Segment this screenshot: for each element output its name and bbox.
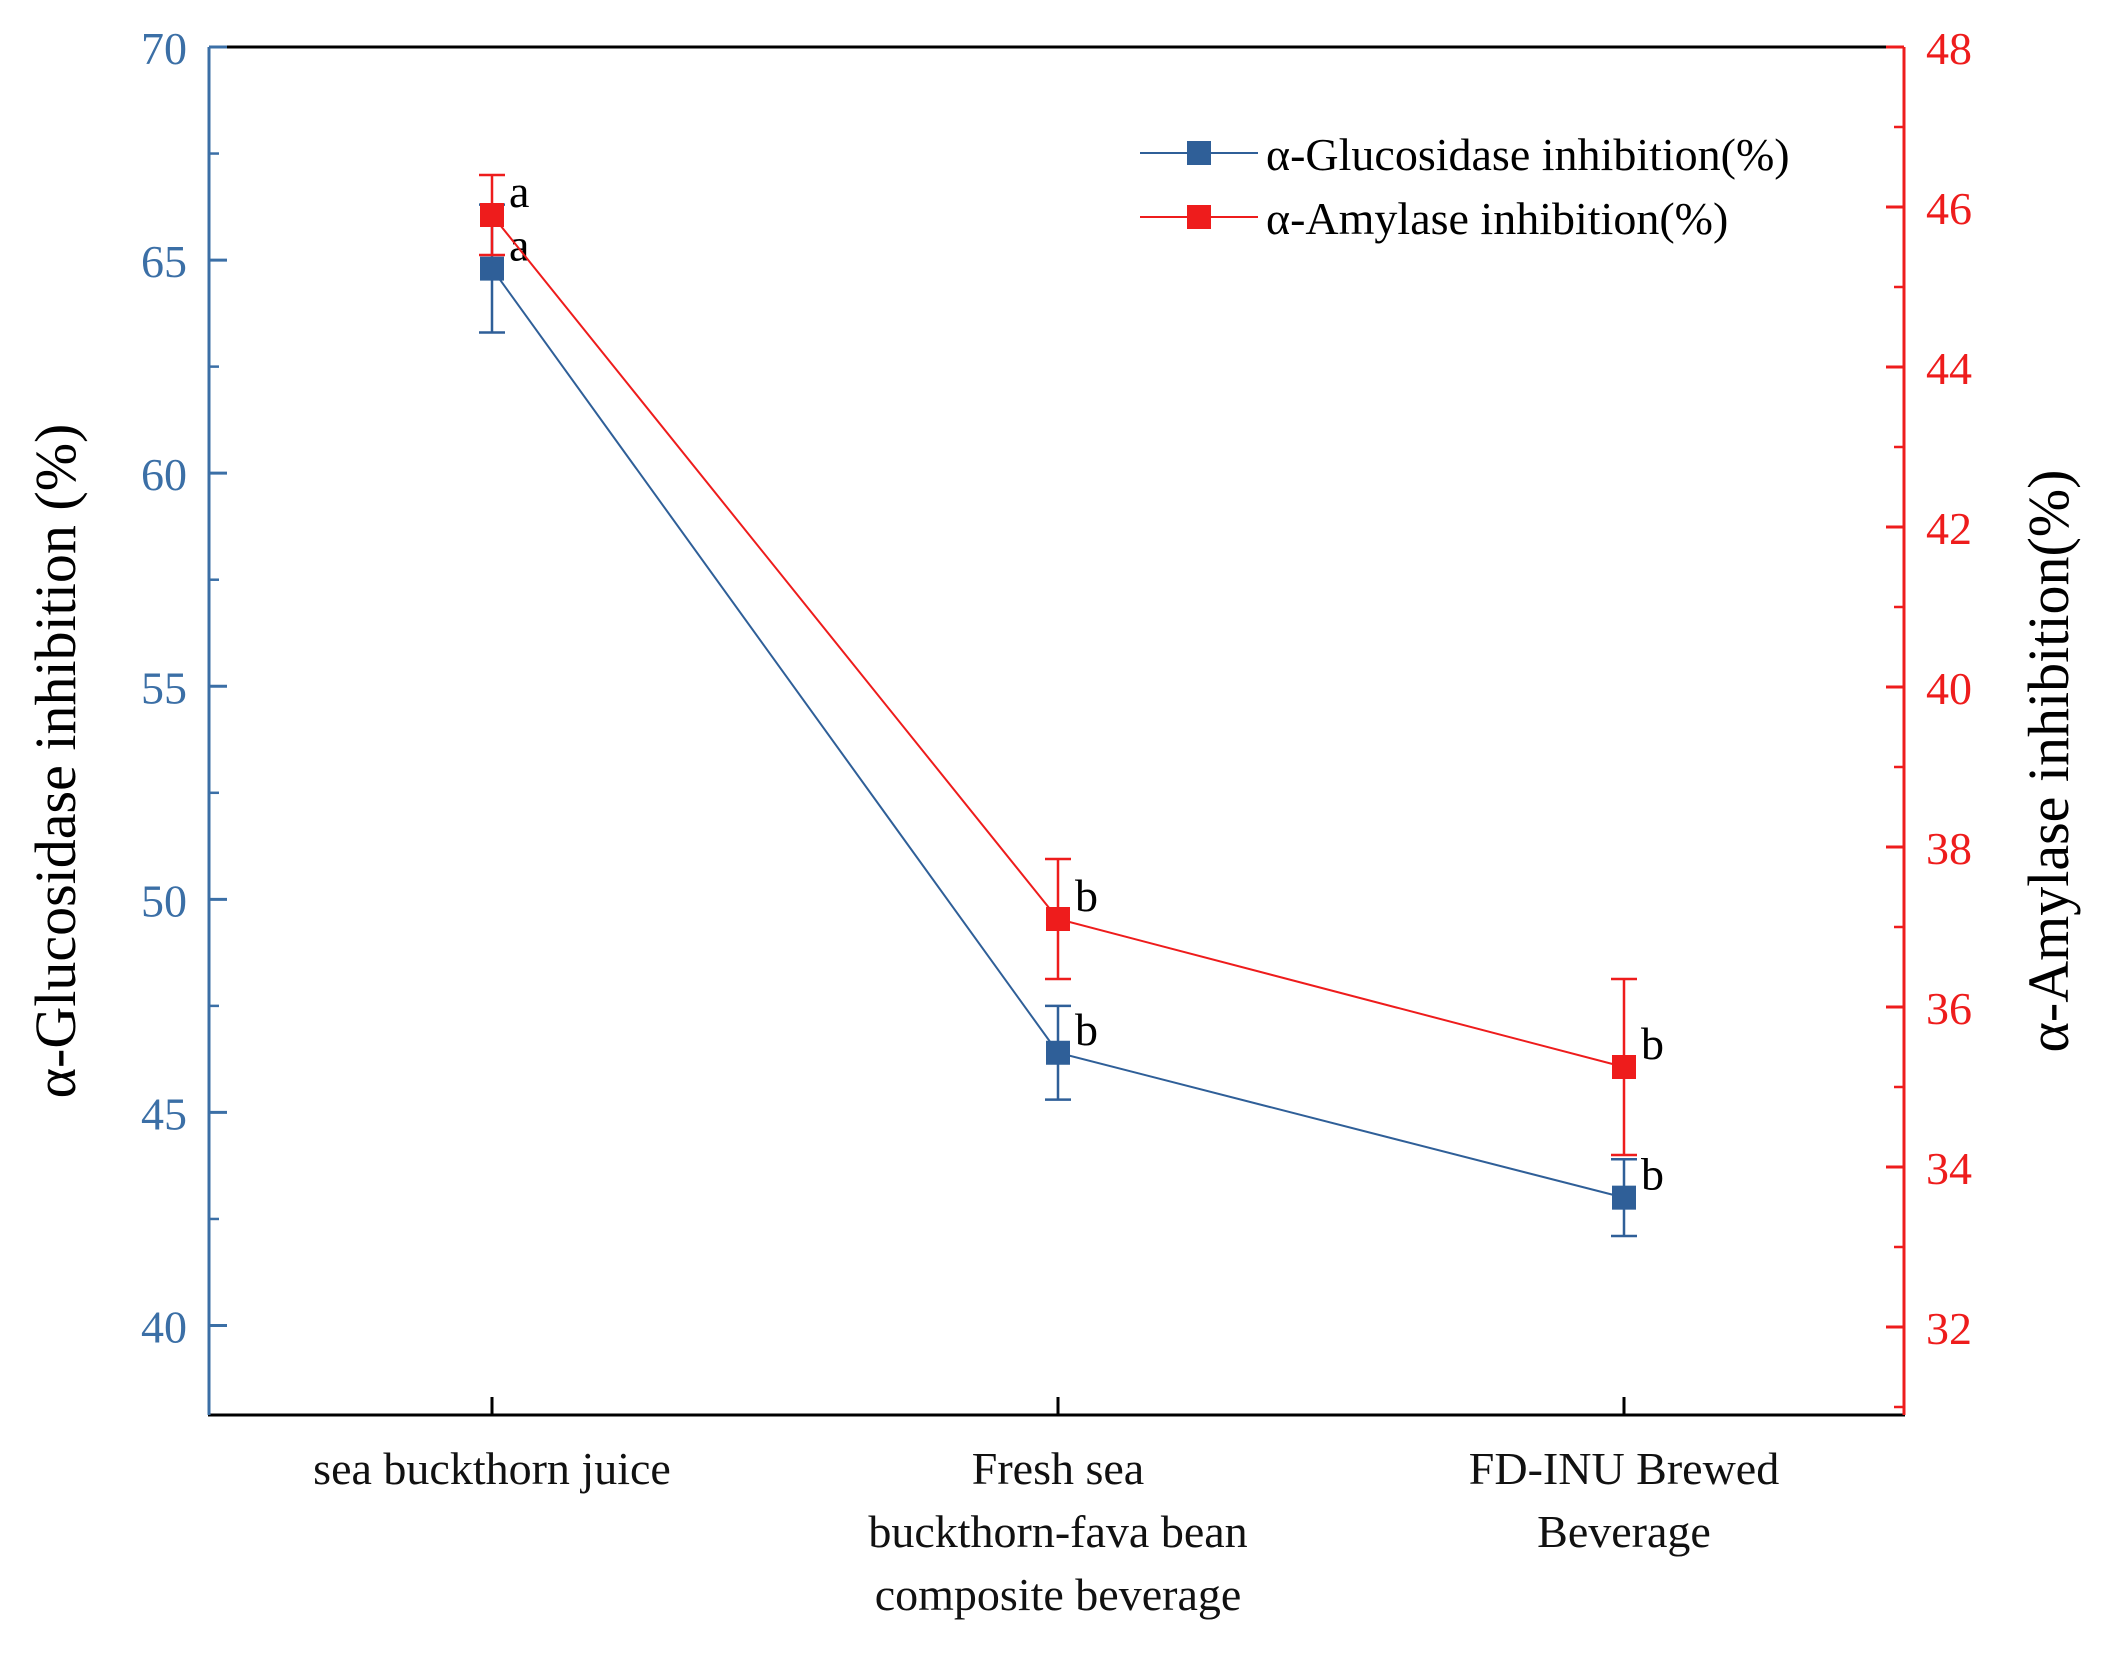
- right-y-tick-label: 34: [1926, 1143, 1972, 1194]
- x-tick-label: composite beverage: [875, 1569, 1242, 1620]
- legend-marker: [1187, 205, 1211, 229]
- left-y-tick-label: 40: [141, 1302, 187, 1353]
- legend-label: α-Glucosidase inhibition(%): [1266, 129, 1790, 180]
- left-y-tick-label: 50: [141, 875, 187, 926]
- right-y-tick-label: 38: [1926, 823, 1972, 874]
- x-tick-label: FD-INU Brewed: [1469, 1443, 1779, 1494]
- significance-letter: b: [1641, 1149, 1664, 1200]
- legend-label: α-Amylase inhibition(%): [1266, 193, 1728, 244]
- data-point-marker: [1046, 1040, 1070, 1065]
- significance-letter: b: [1075, 1004, 1098, 1055]
- right-y-tick-label: 40: [1926, 663, 1972, 714]
- right-y-tick-label: 36: [1926, 983, 1972, 1034]
- right-y-tick-label: 48: [1926, 23, 1972, 74]
- right-y-axis-title: α-Amylase inhibition(%): [2016, 470, 2081, 1053]
- data-point-marker: [480, 256, 504, 281]
- left-y-axis-title: α-Glucosidase inhibition (%): [23, 424, 88, 1099]
- x-tick-label: Fresh sea: [972, 1443, 1144, 1494]
- x-tick-label: buckthorn-fava bean: [868, 1506, 1247, 1557]
- significance-letter: a: [509, 220, 529, 271]
- data-point-marker: [1046, 907, 1070, 931]
- data-point-marker: [480, 203, 504, 227]
- significance-letter: b: [1075, 870, 1098, 921]
- right-y-tick-label: 44: [1926, 343, 1972, 394]
- left-y-tick-label: 45: [141, 1088, 187, 1139]
- data-point-marker: [1612, 1055, 1636, 1079]
- right-y-tick-label: 32: [1926, 1303, 1972, 1354]
- left-y-tick-label: 60: [141, 449, 187, 500]
- significance-letter: b: [1641, 1018, 1664, 1069]
- left-y-tick-label: 65: [141, 236, 187, 287]
- left-y-tick-label: 70: [141, 23, 187, 74]
- x-tick-label: Beverage: [1537, 1506, 1711, 1557]
- legend-marker: [1187, 141, 1211, 165]
- right-y-tick-label: 46: [1926, 183, 1972, 234]
- left-y-tick-label: 55: [141, 662, 187, 713]
- right-y-tick-label: 42: [1926, 503, 1972, 554]
- data-point-marker: [1612, 1185, 1636, 1210]
- significance-letter: a: [509, 166, 529, 217]
- x-tick-label: sea buckthorn juice: [313, 1443, 671, 1494]
